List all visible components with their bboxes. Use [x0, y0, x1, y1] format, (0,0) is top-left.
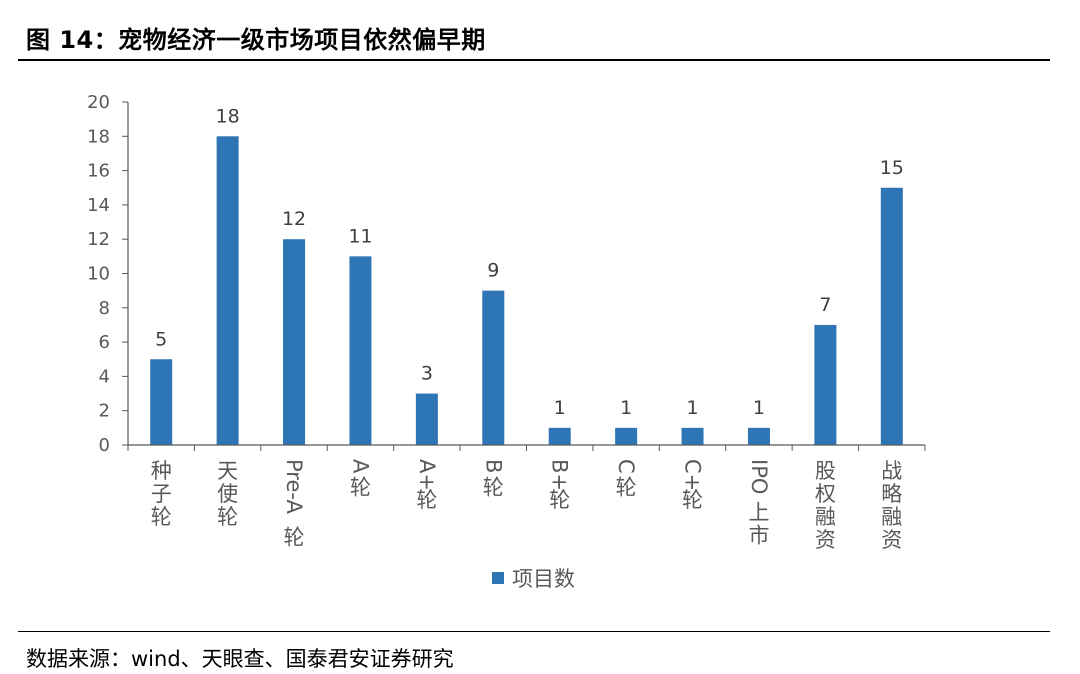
- legend-label: 项目数: [512, 567, 575, 591]
- svg-text:轮: 轮: [416, 488, 437, 512]
- bar: [747, 427, 770, 445]
- data-label: 1: [686, 397, 698, 419]
- bar: [681, 427, 704, 445]
- svg-text:融: 融: [881, 505, 902, 529]
- svg-text:略: 略: [881, 482, 902, 506]
- bar: [150, 359, 173, 445]
- data-label: 15: [880, 157, 904, 179]
- data-label: 3: [421, 363, 433, 385]
- title-rule: [18, 59, 1050, 61]
- data-label: 11: [348, 225, 372, 247]
- x-category-label: B+轮: [548, 459, 572, 512]
- bar: [482, 290, 505, 445]
- y-tick-label: 8: [99, 298, 110, 319]
- x-category-label: C+轮: [681, 459, 705, 512]
- bar: [283, 239, 306, 445]
- svg-text:股: 股: [815, 459, 836, 483]
- svg-text:B+: B+: [548, 459, 572, 491]
- svg-text:子: 子: [151, 482, 172, 506]
- svg-text:市: 市: [748, 524, 769, 548]
- x-category-label: C轮: [614, 459, 638, 500]
- svg-text:融: 融: [815, 505, 836, 529]
- bar: [880, 187, 903, 445]
- y-axis-ticks: 0 2 4 6 8 10 12 14 16 18 20: [87, 92, 128, 456]
- svg-text:轮: 轮: [284, 526, 305, 550]
- data-label: 1: [753, 397, 765, 419]
- bars: [150, 136, 903, 446]
- data-label: 12: [282, 208, 306, 230]
- svg-text:C: C: [614, 459, 638, 474]
- svg-text:轮: 轮: [217, 505, 238, 529]
- legend-swatch: [492, 572, 504, 584]
- svg-text:Pre-A: Pre-A: [282, 459, 306, 515]
- svg-text:A: A: [348, 459, 372, 474]
- data-label: 9: [487, 260, 499, 282]
- svg-text:天: 天: [217, 459, 238, 483]
- y-tick-label: 6: [99, 332, 110, 353]
- bar: [349, 256, 372, 445]
- axes: [127, 102, 926, 451]
- svg-text:轮: 轮: [549, 488, 570, 512]
- y-tick-label: 10: [87, 264, 110, 285]
- bar: [548, 427, 571, 445]
- y-tick-label: 18: [87, 126, 110, 147]
- x-category-label: A轮: [348, 459, 372, 500]
- bar: [814, 324, 837, 445]
- svg-text:战: 战: [881, 459, 902, 483]
- svg-text:上: 上: [748, 501, 769, 525]
- svg-text:权: 权: [815, 482, 836, 506]
- x-category-label: IPO 上市: [747, 459, 771, 548]
- bar: [615, 427, 638, 445]
- source-note: 数据来源：wind、天眼查、国泰君安证券研究: [26, 647, 454, 671]
- figure-title: 图 14：宠物经济一级市场项目依然偏早期: [26, 26, 486, 54]
- svg-text:C+: C+: [681, 459, 705, 491]
- data-label: 1: [554, 397, 566, 419]
- svg-text:轮: 轮: [616, 476, 637, 500]
- bar: [415, 393, 438, 445]
- svg-text:资: 资: [881, 528, 902, 552]
- x-category-label: Pre-A 轮: [282, 459, 306, 550]
- x-category-label: A+轮: [415, 459, 439, 512]
- data-label: 7: [819, 294, 831, 316]
- x-category-label: 种子轮: [151, 459, 172, 529]
- svg-text:IPO: IPO: [747, 459, 771, 494]
- legend: 项目数: [492, 567, 575, 591]
- svg-text:轮: 轮: [483, 476, 504, 500]
- svg-text:A+: A+: [415, 459, 439, 491]
- y-tick-label: 16: [87, 161, 110, 182]
- y-tick-label: 14: [87, 195, 110, 216]
- y-tick-label: 20: [87, 92, 110, 113]
- data-label: 1: [620, 397, 632, 419]
- svg-text:使: 使: [217, 482, 238, 506]
- svg-text:种: 种: [151, 459, 172, 483]
- data-label: 18: [216, 105, 240, 127]
- svg-text:轮: 轮: [350, 476, 371, 500]
- data-label: 5: [155, 328, 167, 350]
- y-tick-label: 12: [87, 229, 110, 250]
- y-tick-label: 2: [99, 401, 110, 422]
- svg-text:资: 资: [815, 528, 836, 552]
- svg-text:轮: 轮: [151, 505, 172, 529]
- y-tick-label: 4: [99, 366, 110, 387]
- source-rule: [18, 631, 1050, 632]
- x-category-label: 天使轮: [217, 459, 238, 529]
- svg-text:B: B: [481, 459, 505, 473]
- bar: [216, 136, 239, 446]
- svg-text:轮: 轮: [682, 488, 703, 512]
- x-category-label: B轮: [481, 459, 505, 500]
- y-tick-label: 0: [99, 435, 110, 456]
